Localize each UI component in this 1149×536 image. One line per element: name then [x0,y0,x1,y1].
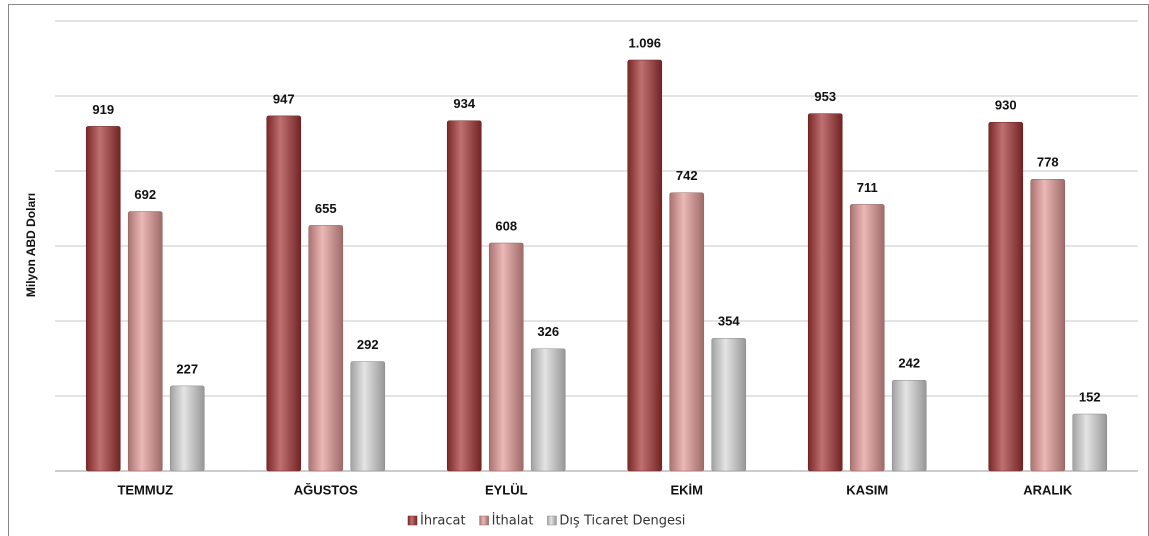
data-label: 742 [676,168,698,183]
bar [891,379,927,472]
data-label: 919 [92,102,114,117]
data-label: 608 [495,218,517,233]
bar [266,115,302,472]
bar [85,126,121,472]
data-label: 152 [1079,389,1101,404]
x-tick-label: EKİM [671,482,704,497]
x-tick-label: KASIM [846,482,888,497]
bar [627,59,663,472]
bar [308,225,344,472]
legend-label: İhracat [420,513,466,529]
bar [127,211,163,472]
data-label: 655 [315,201,337,216]
data-label: 930 [995,98,1017,113]
bar [350,361,386,472]
x-tick-label: ARALIK [1023,482,1073,497]
bar [530,348,566,472]
data-label: 292 [357,337,379,352]
bar [669,192,705,472]
y-axis-label: Milyon ABD Doları [24,193,38,297]
data-label: 947 [273,91,295,106]
data-label: 326 [537,324,559,339]
data-label: 242 [898,356,920,371]
bar [711,337,747,472]
bar [988,121,1024,472]
data-label: 953 [814,89,836,104]
legend-label: Dış Ticaret Dengesi [559,514,685,529]
bar [807,113,843,472]
bar [849,204,885,472]
data-label: 711 [857,180,878,195]
x-tick-label: AĞUSTOS [294,482,358,497]
x-tick-label: EYLÜL [485,482,528,497]
bar [1030,178,1066,472]
legend-swatch [479,515,489,526]
legend-label: İthalat [492,513,534,529]
data-label: 354 [718,314,740,329]
data-label: 692 [134,187,156,202]
x-tick-label: TEMMUZ [117,482,173,497]
bar [446,120,482,472]
data-label: 934 [453,96,475,111]
legend-swatch [547,515,557,526]
bar [169,385,205,472]
data-label: 778 [1037,155,1059,170]
legend-swatch [407,515,418,526]
data-label: 227 [176,361,198,376]
data-label: 1.096 [628,35,661,50]
bar [488,242,524,472]
bar [1072,413,1108,472]
